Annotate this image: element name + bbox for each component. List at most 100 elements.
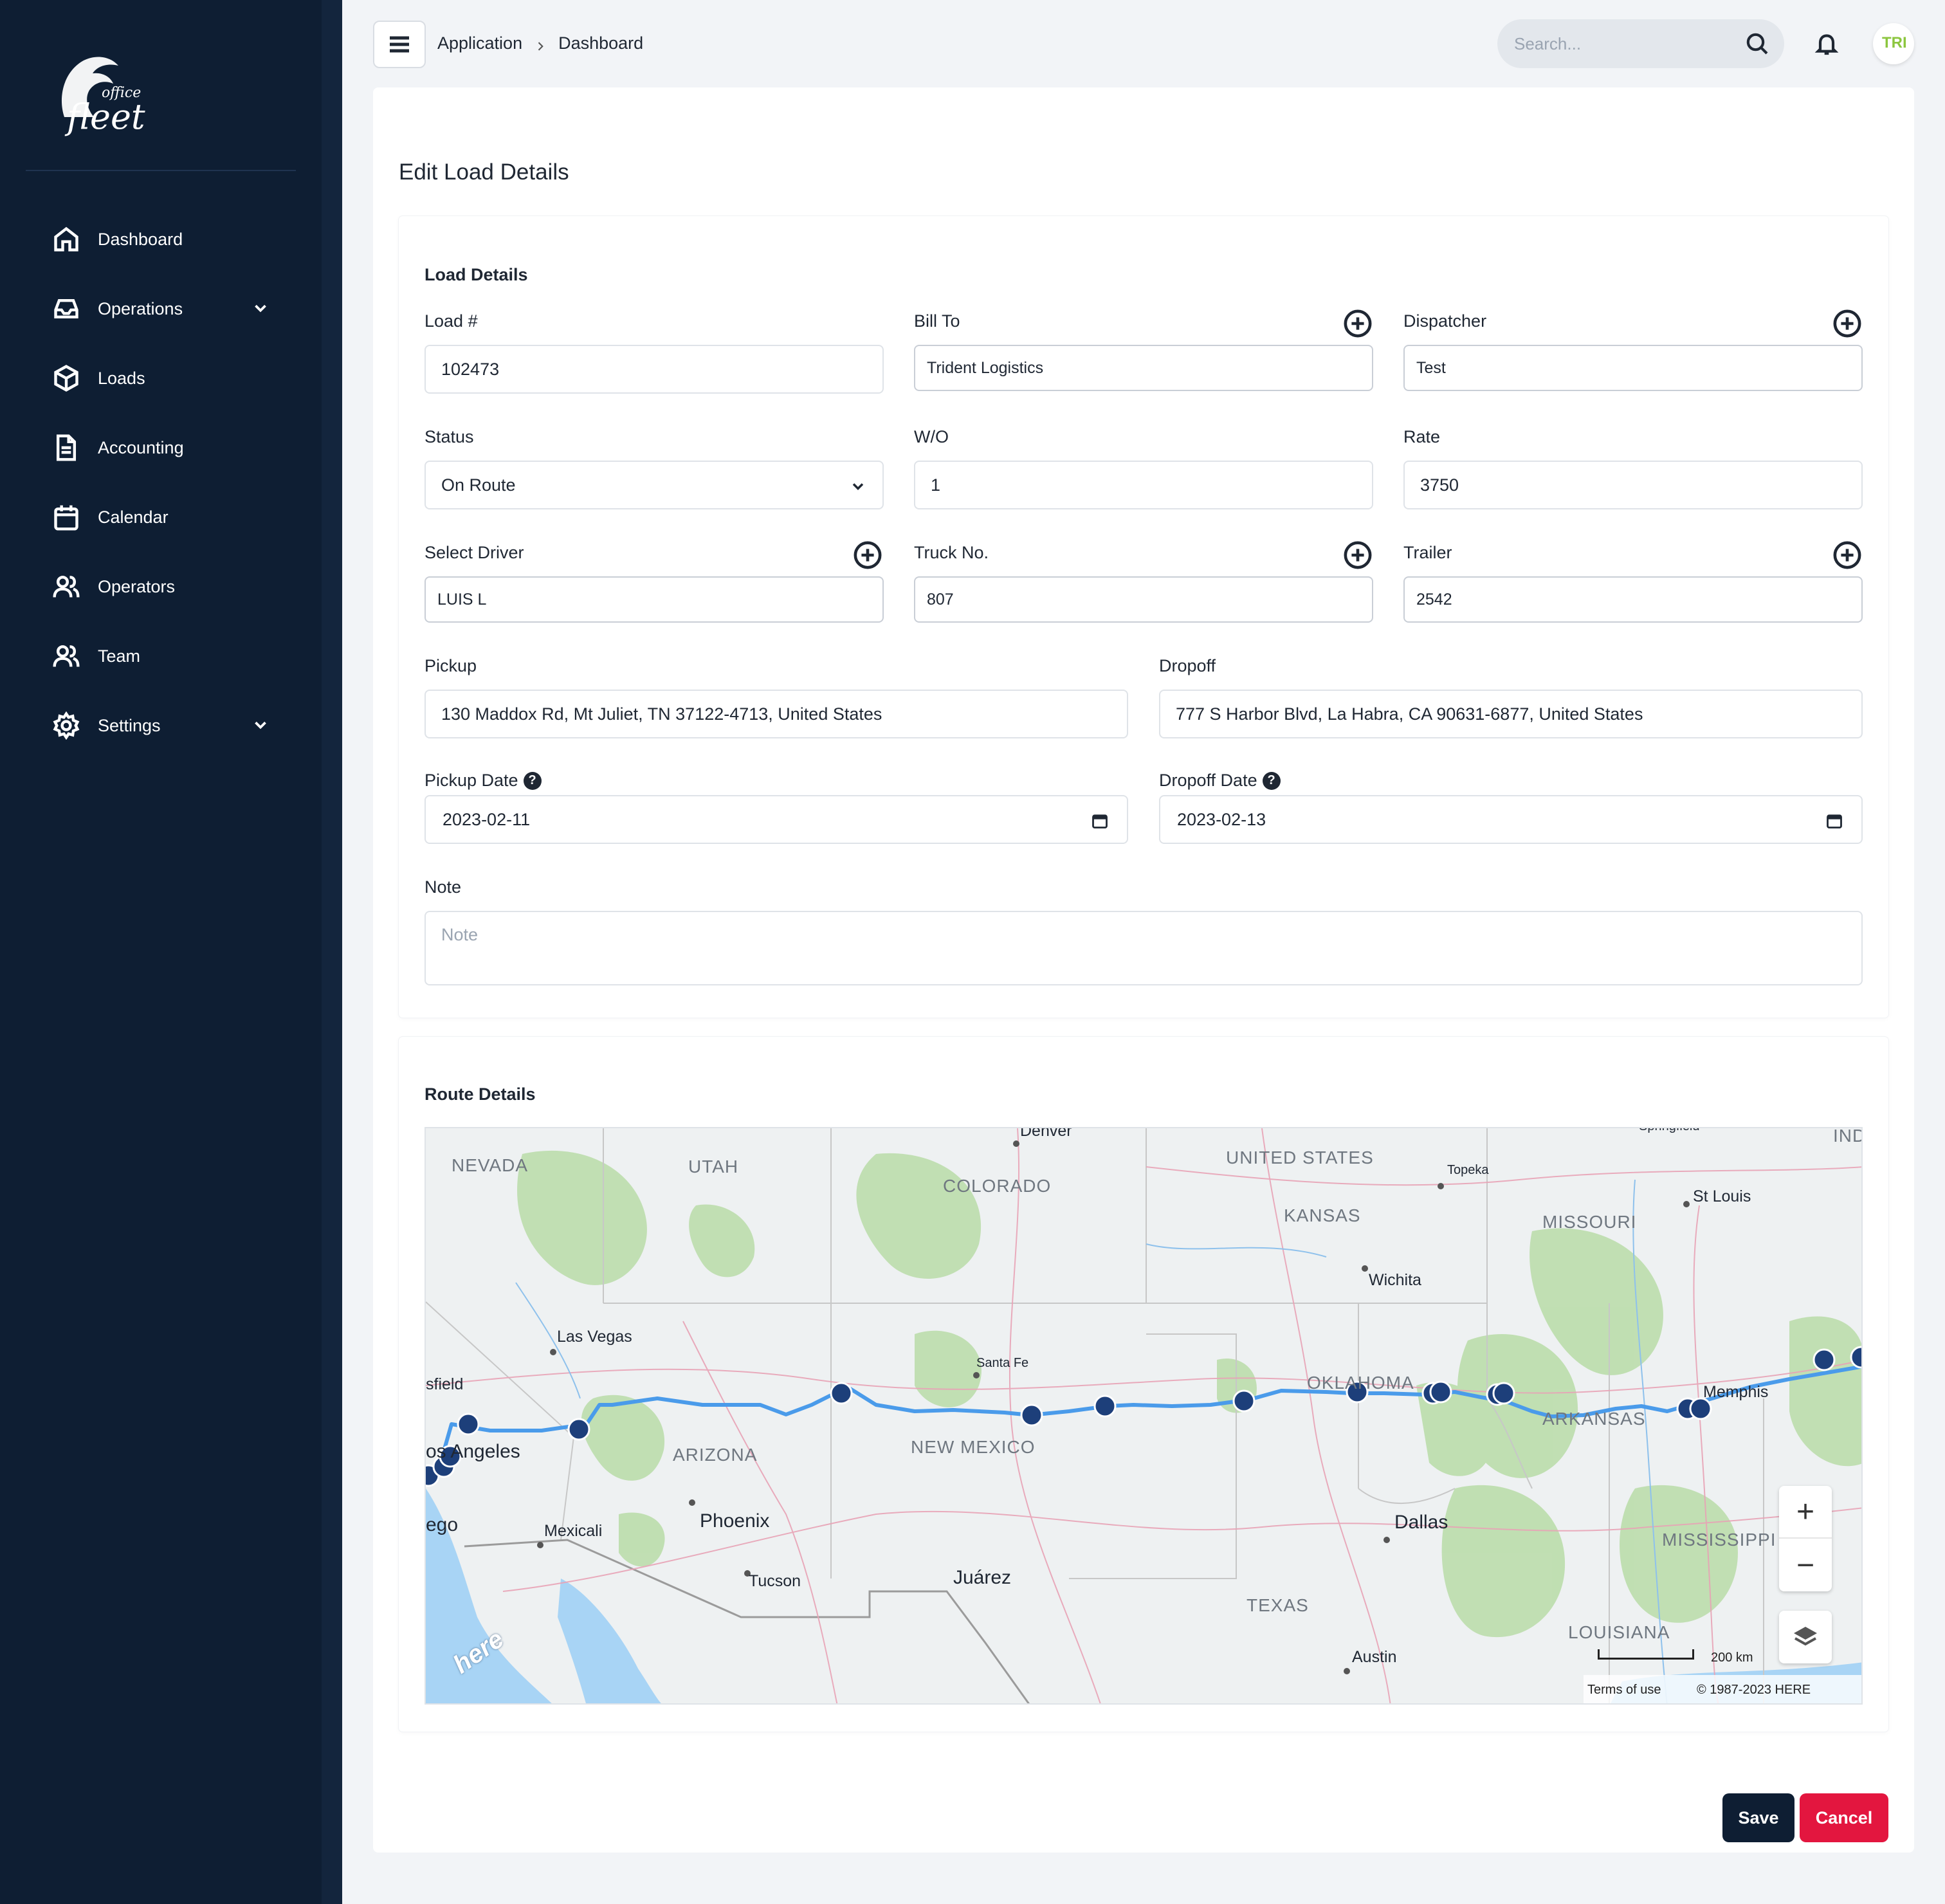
zoom-out-button[interactable]: − [1796,1548,1815,1582]
truck-input[interactable] [914,576,1373,623]
dispatcher-input[interactable] [1403,345,1863,391]
status-value: On Route [441,475,516,495]
load-no-label: Load # [425,311,478,331]
map-region-label: NEW MEXICO [911,1437,1036,1457]
plus-circle-icon [1344,309,1372,338]
pickup-date-label-text: Pickup Date [425,771,518,790]
truck-label: Truck No. [914,543,989,562]
sidebar-divider [26,170,296,171]
sidebar-item-accounting[interactable]: Accounting [0,413,322,482]
home-icon [51,224,81,254]
plus-circle-icon [854,541,882,569]
help-icon[interactable]: ? [523,771,542,790]
map-region-label: NEVADA [452,1155,529,1175]
sidebar-item-operators[interactable]: Operators [0,552,322,621]
status-select[interactable]: On Route [425,461,884,509]
help-icon[interactable]: ? [1262,771,1281,790]
rate-label: Rate [1403,427,1441,446]
map-city-label: sfield [426,1375,464,1393]
map-region-label: TEXAS [1246,1595,1309,1615]
pickup-date-input[interactable]: 2023-02-11 [425,795,1128,844]
zoom-in-button[interactable]: + [1779,1486,1832,1539]
add-dispatcher-button[interactable] [1832,309,1862,338]
pickup-input[interactable] [425,690,1128,738]
map-region-label: OKLAHOMA [1307,1373,1414,1393]
map-city-label: Austin [1352,1648,1397,1666]
save-button[interactable]: Save [1722,1793,1794,1842]
app-logo[interactable] [51,46,180,130]
add-driver-button[interactable] [853,540,882,570]
plus-circle-icon [1344,541,1372,569]
add-trailer-button[interactable] [1832,540,1862,570]
dropoff-date-input[interactable]: 2023-02-13 [1159,795,1863,844]
driver-input[interactable] [425,576,884,623]
map-region-label: KANSAS [1284,1205,1361,1225]
calendar-icon[interactable] [1091,812,1109,830]
rate-input[interactable] [1403,461,1863,509]
avatar[interactable]: TRI [1873,23,1914,64]
plus-circle-icon [1833,541,1861,569]
note-textarea[interactable] [425,911,1863,985]
map-city-label: Dallas [1394,1512,1448,1533]
trailer-label: Trailer [1403,543,1452,562]
document-icon [51,433,81,462]
dropoff-input[interactable] [1159,690,1863,738]
page-title: Edit Load Details [399,160,569,185]
dropoff-date-value: 2023-02-13 [1177,809,1266,829]
search-icon[interactable] [1744,31,1770,57]
sidebar: office fleet Dashboard Operations Loads … [0,0,342,1904]
avatar-text: TRI [1882,34,1907,51]
sidebar-item-label: Accounting [98,437,184,457]
sidebar-item-label: Calendar [98,507,169,527]
breadcrumb-item-dashboard[interactable]: Dashboard [558,33,644,53]
dispatcher-label: Dispatcher [1403,311,1487,331]
chevron-down-icon[interactable] [251,298,270,318]
box-icon [51,363,81,393]
calendar-icon[interactable] [1825,812,1843,830]
trailer-input[interactable] [1403,576,1863,623]
cancel-button[interactable]: Cancel [1800,1793,1888,1842]
sidebar-item-dashboard[interactable]: Dashboard [0,205,322,274]
notification-bell-icon[interactable] [1814,31,1841,58]
bill-to-label: Bill To [914,311,960,331]
plus-circle-icon [1833,309,1861,338]
map-city-label: Las Vegas [557,1328,632,1346]
dropoff-date-label-text: Dropoff Date [1159,771,1257,790]
map-region-label: IND [1833,1127,1861,1146]
menu-toggle-button[interactable] [373,21,426,68]
chevron-down-icon [849,477,867,495]
pickup-date-value: 2023-02-11 [443,809,531,829]
sidebar-item-loads[interactable]: Loads [0,343,322,413]
map-city-label: ego [426,1514,459,1535]
terms-of-use-link[interactable]: Terms of use [1587,1683,1661,1697]
sidebar-item-settings[interactable]: Settings [0,691,322,760]
map-city-label: Tucson [749,1572,801,1590]
wo-label: W/O [914,427,949,446]
logo-office-text: office [102,85,142,101]
map-city-label: Denver [1020,1127,1072,1140]
map-layers-button[interactable] [1779,1611,1832,1663]
breadcrumb-item-application[interactable]: Application [437,33,523,53]
wo-input[interactable] [914,461,1373,509]
add-bill-to-button[interactable] [1343,309,1373,338]
map-copyright: © 1987-2023 HERE [1697,1683,1811,1697]
chevron-down-icon[interactable] [251,715,270,735]
route-details-title: Route Details [425,1085,536,1104]
map-region-label: MISSOURI [1542,1212,1637,1232]
map-city-label: Memphis [1703,1383,1769,1401]
map-city-label: Phoenix [700,1510,770,1532]
sidebar-item-label: Dashboard [98,229,183,249]
sidebar-item-operations[interactable]: Operations [0,274,322,343]
bill-to-input[interactable] [914,345,1373,391]
map-scale-bar [1598,1649,1694,1660]
load-no-input[interactable] [425,345,884,394]
chevron-right-icon [534,37,547,51]
add-truck-button[interactable] [1343,540,1373,570]
sidebar-item-calendar[interactable]: Calendar [0,482,322,552]
sidebar-item-team[interactable]: Team [0,621,322,691]
search-input[interactable] [1514,33,1733,54]
status-label: Status [425,427,474,446]
route-map[interactable]: NEVADA UTAH COLORADO UNITED STATES KANSA… [425,1127,1863,1705]
map-zoom-control: + − [1779,1486,1832,1591]
map-city-label: Springfield [1639,1128,1700,1134]
